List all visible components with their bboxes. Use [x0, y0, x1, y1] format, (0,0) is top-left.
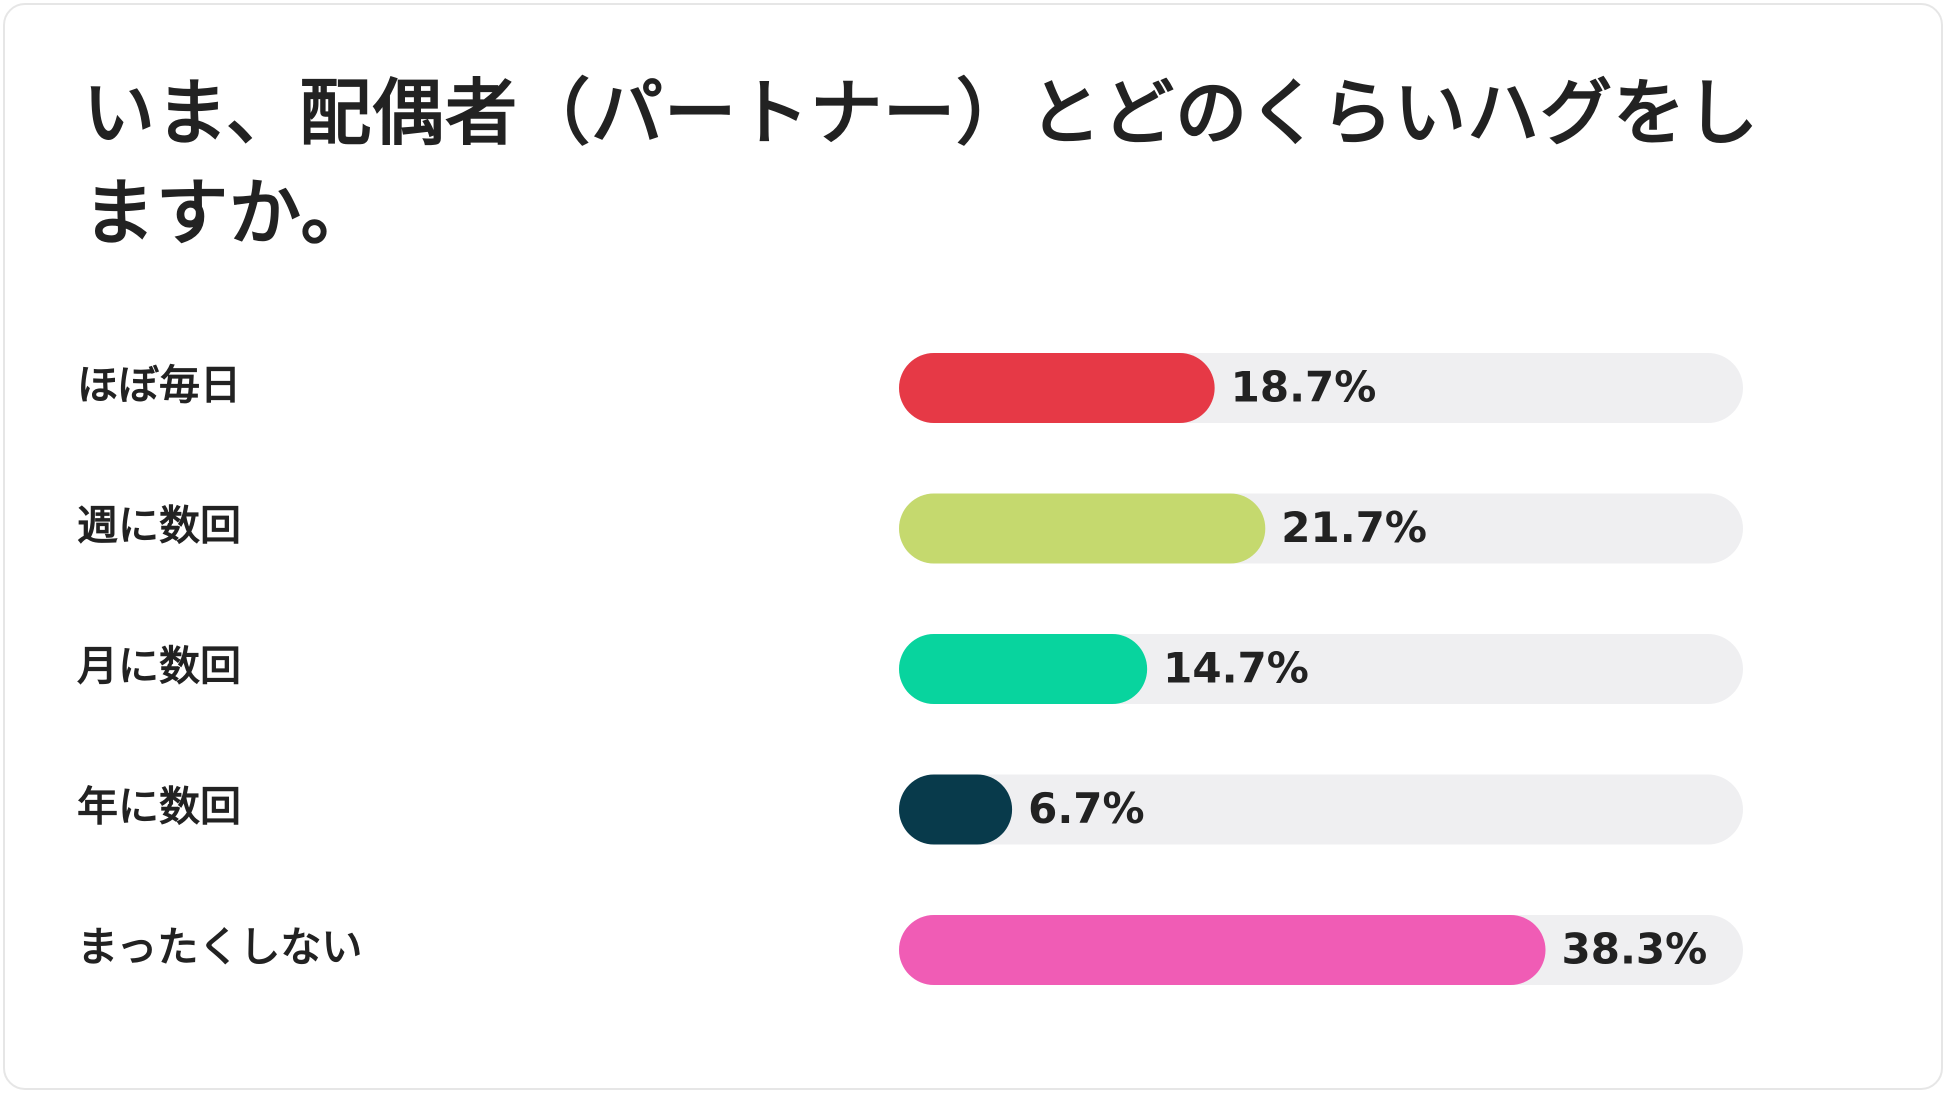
category-label: 年に数回	[77, 783, 241, 831]
bar	[899, 493, 1266, 564]
category-label: ほぼ毎日	[77, 361, 241, 409]
bar-track	[899, 774, 1743, 845]
value-label: 6.7%	[1028, 784, 1144, 833]
value-label: 14.7%	[1163, 644, 1309, 693]
bar	[899, 353, 1215, 423]
category-label: 月に数回	[77, 642, 241, 690]
category-label: まったくしない	[77, 923, 362, 971]
bar	[899, 634, 1148, 704]
category-label: 週に数回	[77, 502, 241, 550]
bar	[899, 774, 1013, 845]
value-label: 38.3%	[1562, 925, 1708, 974]
chart-title: いま、配偶者（パートナー）とどのくらいハグをしますか。	[83, 71, 1760, 255]
bar	[899, 915, 1546, 985]
value-label: 21.7%	[1281, 503, 1427, 552]
value-label: 18.7%	[1231, 363, 1377, 412]
